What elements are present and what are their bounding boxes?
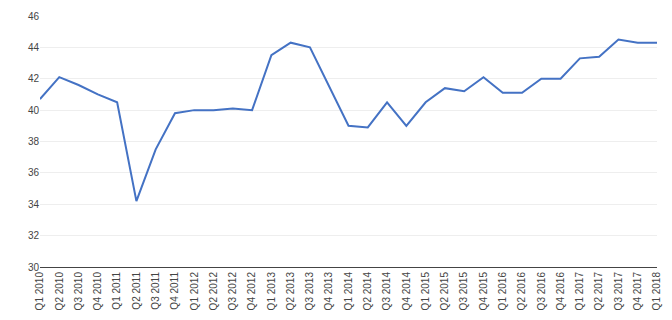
svg-text:Q1 2010: Q1 2010 [34,272,45,311]
svg-text:Q4 2017: Q4 2017 [632,272,643,311]
svg-text:Q3 2012: Q3 2012 [227,272,238,311]
svg-text:Q2 2010: Q2 2010 [54,272,65,311]
svg-text:Q1 2013: Q1 2013 [266,272,277,311]
svg-text:Q1 2015: Q1 2015 [420,272,431,311]
svg-text:Q3 2014: Q3 2014 [381,272,392,311]
svg-text:Q3 2015: Q3 2015 [458,272,469,311]
svg-text:Q1 2012: Q1 2012 [189,272,200,311]
svg-text:46: 46 [28,11,40,22]
svg-text:Q4 2013: Q4 2013 [323,272,334,311]
svg-text:Q4 2011: Q4 2011 [169,272,180,310]
svg-text:Q2 2014: Q2 2014 [362,272,373,311]
svg-text:42: 42 [28,73,40,84]
svg-text:Q1 2018: Q1 2018 [651,272,662,311]
svg-text:Q2 2012: Q2 2012 [208,272,219,311]
svg-text:44: 44 [28,42,40,53]
svg-text:40: 40 [28,105,40,116]
svg-text:34: 34 [28,199,40,210]
svg-text:Q1 2014: Q1 2014 [343,272,354,311]
svg-text:36: 36 [28,167,40,178]
svg-text:Q4 2014: Q4 2014 [401,272,412,311]
svg-text:Q3 2010: Q3 2010 [73,272,84,311]
svg-text:Q2 2015: Q2 2015 [439,272,450,311]
svg-text:Q3 2016: Q3 2016 [536,272,547,311]
svg-text:Q2 2011: Q2 2011 [131,272,142,310]
svg-text:30: 30 [28,262,40,273]
svg-text:Q4 2015: Q4 2015 [478,272,489,311]
svg-text:Q4 2010: Q4 2010 [92,272,103,311]
svg-text:Q1 2017: Q1 2017 [574,272,585,311]
svg-text:Q3 2017: Q3 2017 [613,272,624,311]
svg-text:Q1 2011: Q1 2011 [111,272,122,310]
svg-text:38: 38 [28,136,40,147]
svg-text:32: 32 [28,230,40,241]
svg-text:Q2 2017: Q2 2017 [593,272,604,311]
svg-text:Q4 2012: Q4 2012 [246,272,257,311]
svg-text:Q3 2011: Q3 2011 [150,272,161,310]
svg-text:Q4 2016: Q4 2016 [555,272,566,311]
svg-text:Q1 2016: Q1 2016 [497,272,508,311]
svg-text:Q2 2016: Q2 2016 [516,272,527,311]
svg-text:Q2 2013: Q2 2013 [285,272,296,311]
svg-text:Q3 2013: Q3 2013 [304,272,315,311]
